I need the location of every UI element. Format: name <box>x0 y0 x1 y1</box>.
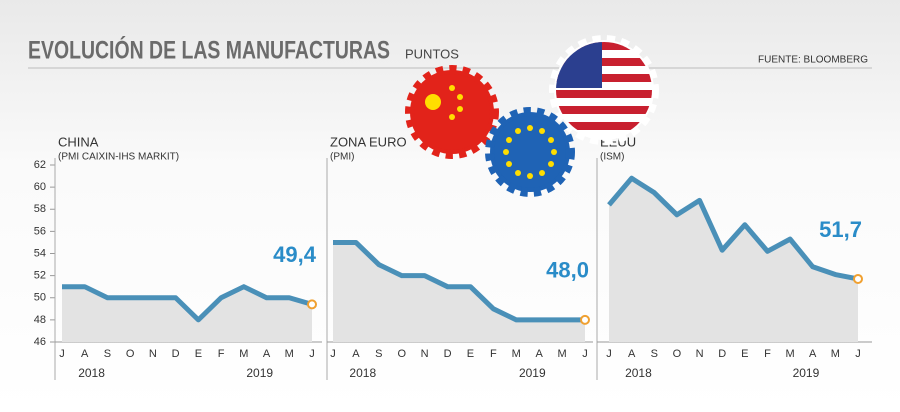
panel-title: CHINA <box>58 134 99 149</box>
x-tick-label: N <box>421 348 429 360</box>
y-tick-label: 54 <box>34 247 46 259</box>
x-tick-label: M <box>285 348 294 360</box>
x-tick-label: F <box>764 348 771 360</box>
x-tick-label: J <box>309 348 315 360</box>
x-tick-label: O <box>126 348 135 360</box>
panel-subtitle: (ISM) <box>600 152 624 163</box>
x-tick-label: A <box>81 348 89 360</box>
value-label: 48,0 <box>546 258 589 283</box>
y-tick-label: 58 <box>34 203 46 215</box>
x-tick-label: J <box>606 348 612 360</box>
y-tick-label: 52 <box>34 270 46 282</box>
x-tick-label: E <box>195 348 202 360</box>
y-tick-label: 62 <box>34 159 46 171</box>
x-tick-label: E <box>467 348 474 360</box>
value-label: 51,7 <box>819 217 862 242</box>
x-tick-label: A <box>809 348 817 360</box>
x-tick-label: F <box>218 348 225 360</box>
x-tick-label: M <box>512 348 521 360</box>
year-label: 2018 <box>625 366 652 380</box>
x-tick-label: S <box>375 348 382 360</box>
year-label: 2018 <box>349 366 376 380</box>
year-label: 2019 <box>519 366 546 380</box>
x-tick-label: A <box>352 348 360 360</box>
x-tick-label: O <box>673 348 682 360</box>
value-label: 49,4 <box>273 242 317 267</box>
year-label: 2019 <box>793 366 820 380</box>
line <box>62 284 313 323</box>
year-label: 2019 <box>246 366 273 380</box>
x-tick-label: A <box>536 348 544 360</box>
y-tick-label: 60 <box>34 181 46 193</box>
x-tick-label: E <box>741 348 748 360</box>
end-point <box>853 273 863 284</box>
x-tick-label: J <box>59 348 65 360</box>
x-tick-label: A <box>263 348 271 360</box>
end-point <box>580 314 590 325</box>
page-title: EVOLUCIÓN DE LAS MANUFACTURAS <box>28 35 390 65</box>
x-tick-label: M <box>239 348 248 360</box>
line <box>607 175 859 282</box>
x-tick-label: O <box>397 348 406 360</box>
year-label: 2018 <box>78 366 105 380</box>
y-tick-label: 50 <box>34 292 46 304</box>
x-tick-label: A <box>628 348 636 360</box>
x-tick-label: D <box>172 348 180 360</box>
y-tick-label: 56 <box>34 225 46 237</box>
x-tick-label: J <box>582 348 588 360</box>
panel-title: ZONA EURO <box>330 134 407 149</box>
end-point <box>307 299 317 310</box>
eu-gear <box>485 107 575 197</box>
x-tick-label: N <box>149 348 157 360</box>
x-tick-label: S <box>104 348 111 360</box>
panel-subtitle: (PMI) <box>330 152 354 163</box>
line <box>333 239 585 323</box>
source: FUENTE: BLOOMBERG <box>758 55 868 66</box>
china-gear <box>405 65 499 159</box>
x-tick-label: D <box>444 348 452 360</box>
x-tick-label: M <box>786 348 795 360</box>
area <box>62 286 312 342</box>
y-tick-label: 46 <box>34 336 46 348</box>
y-tick-label: 48 <box>34 314 46 326</box>
x-tick-label: M <box>831 348 840 360</box>
x-tick-label: F <box>490 348 497 360</box>
x-tick-label: J <box>855 348 861 360</box>
x-tick-label: S <box>651 348 658 360</box>
x-tick-label: D <box>718 348 726 360</box>
us-gear <box>549 35 659 145</box>
page-subtitle: PUNTOS <box>405 46 459 61</box>
area <box>333 242 585 342</box>
x-tick-label: M <box>558 348 567 360</box>
x-tick-label: N <box>696 348 704 360</box>
panel-subtitle: (PMI CAIXIN-IHS MARKIT) <box>58 152 179 163</box>
area <box>609 178 858 342</box>
x-tick-label: J <box>330 348 336 360</box>
